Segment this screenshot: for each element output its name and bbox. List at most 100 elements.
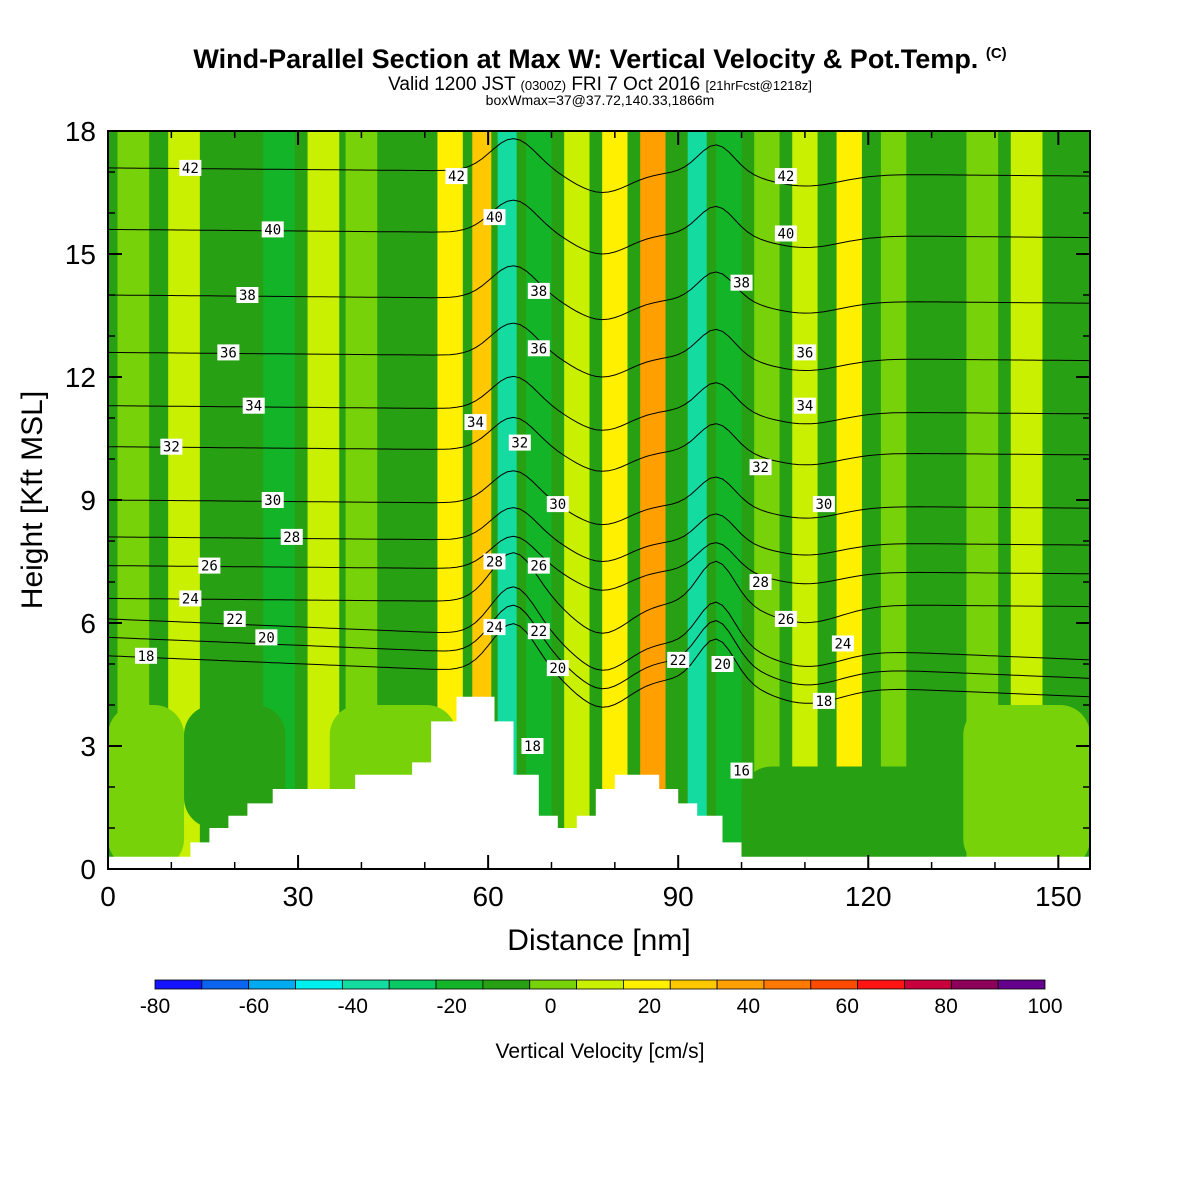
copyright-mark: (C) (985, 45, 1007, 62)
contour-label: 36 (796, 345, 813, 361)
contour-label-box (483, 619, 506, 636)
contour-label: 16 (733, 764, 750, 780)
contour-label-box (774, 225, 797, 242)
colorbar-tick-label: 40 (737, 995, 760, 1018)
velocity-band (497, 131, 517, 869)
theta-contour (108, 375, 1090, 431)
contour-label-box (793, 344, 816, 361)
contour-label: 28 (752, 575, 769, 591)
contour-label-box (774, 168, 797, 185)
colorbar-swatch (435, 979, 484, 990)
terrain-mask (108, 696, 1090, 869)
contour-label-box (711, 656, 734, 672)
colorbar-tick-label: 0 (545, 995, 557, 1018)
contour-label-box (255, 629, 278, 646)
velocity-band (687, 131, 707, 869)
contour-label-box (483, 209, 506, 226)
contour-label: 34 (467, 415, 484, 431)
velocity-band (836, 131, 862, 869)
contour-label-box (527, 340, 550, 357)
contour-label-box (261, 221, 284, 238)
colorbar-tick-label: -40 (338, 995, 368, 1018)
colorbar-swatch (248, 979, 296, 990)
contour-label-box (135, 647, 158, 664)
velocity-band (754, 131, 780, 869)
y-axis-label: Height [Kft MSL] (16, 391, 49, 609)
contour-label: 32 (511, 436, 528, 452)
theta-contour (108, 138, 1090, 194)
title-main: Wind-Parallel Section at Max W: Vertical… (193, 44, 979, 74)
velocity-band (880, 131, 907, 869)
forecast-info: [21hrFcst@1218z] (705, 78, 812, 93)
velocity-band (640, 131, 666, 869)
contour-label-box (217, 344, 240, 361)
valid-date: FRI 7 Oct 2016 (571, 74, 701, 95)
theta-contour (108, 265, 1090, 321)
contour-label: 38 (239, 288, 256, 304)
contour-label-box (223, 610, 246, 627)
contour-label-box (483, 553, 506, 570)
theta-contour (108, 623, 1090, 708)
contour-label: 36 (530, 341, 547, 357)
low-level-velocity (741, 766, 964, 869)
theta-contour (108, 507, 1090, 563)
contour-label: 24 (486, 620, 503, 636)
contour-label: 30 (815, 497, 832, 513)
theta-contour (108, 552, 1090, 634)
contour-label: 24 (182, 591, 199, 607)
colorbar-swatch (295, 979, 343, 990)
colorbar-swatch (716, 979, 765, 990)
velocity-band (922, 131, 954, 869)
colorbar: -80 -60 -40 -20 0 20 40 60 80 100 (140, 979, 1063, 1018)
velocity-fill (108, 131, 1090, 869)
y-tick-label: 3 (80, 731, 96, 762)
contour-label-box (527, 282, 550, 299)
valid-prefix: Valid 1200 JST (388, 74, 516, 95)
y-tick-label: 12 (65, 362, 96, 393)
box-info: boxWmax=37@37.72,140.33,1866m (485, 92, 715, 108)
colorbar-swatch (482, 979, 531, 990)
x-tick-label: 0 (100, 881, 116, 912)
contour-label: 40 (264, 222, 281, 238)
contour-label-box (793, 397, 816, 414)
contour-label-box (445, 168, 468, 185)
contour-label: 20 (258, 630, 275, 646)
chart-title: Wind-Parallel Section at Max W: Vertical… (0, 44, 1200, 75)
theta-contour (108, 586, 1090, 671)
contour-label-box (261, 492, 284, 508)
colorbar-tick-label: 20 (638, 995, 661, 1018)
contour-label-box (160, 438, 183, 455)
colorbar-label: Vertical Velocity [cm/s] (496, 1040, 705, 1063)
colorbar-swatch (341, 979, 390, 990)
contour-label: 30 (264, 493, 281, 509)
colorbar-swatch (950, 979, 999, 990)
low-level-velocity (184, 705, 286, 828)
contour-label: 26 (201, 559, 218, 575)
velocity-band (602, 131, 628, 869)
contour-label-box (508, 434, 531, 451)
colorbar-swatch (529, 979, 577, 990)
contour-label: 24 (834, 637, 851, 653)
colorbar-swatch (576, 979, 624, 990)
velocity-band (472, 131, 492, 869)
contour-label: 42 (448, 169, 465, 185)
contour-label-box (236, 287, 259, 303)
contour-label-box (831, 635, 854, 652)
contour-label-box (730, 762, 753, 779)
contour-label: 40 (777, 227, 794, 243)
contour-label: 36 (220, 345, 237, 361)
contour-label: 40 (486, 210, 503, 226)
contour-label-box (464, 414, 487, 431)
y-tick-label: 0 (80, 854, 96, 885)
colorbar-tick-label: 100 (1027, 995, 1062, 1018)
colorbar-swatch (810, 979, 859, 990)
colorbar-tick-label: 80 (934, 995, 957, 1018)
contour-label: 22 (226, 612, 243, 628)
contour-label-box (667, 651, 690, 668)
contour-label: 22 (670, 653, 687, 669)
colorbar-tick-label: 60 (836, 995, 859, 1018)
contour-label: 20 (549, 661, 566, 677)
contour-label: 26 (530, 559, 547, 575)
contour-label: 18 (815, 694, 832, 710)
contour-label: 18 (524, 739, 541, 755)
